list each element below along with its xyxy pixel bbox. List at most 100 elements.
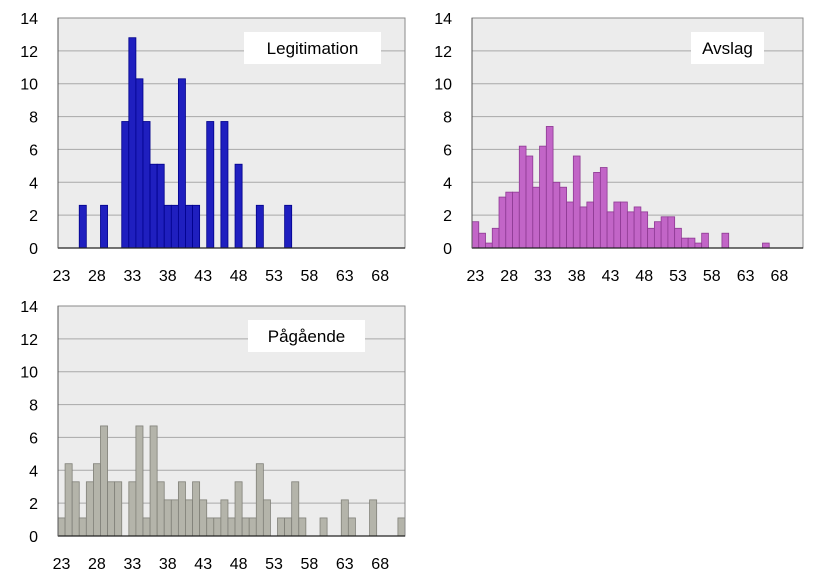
y-tick-label: 12 (434, 44, 452, 61)
histogram-bar (505, 191, 513, 249)
histogram-bar (163, 204, 172, 249)
x-tick-label: 58 (703, 268, 721, 285)
histogram-bar (142, 121, 151, 249)
histogram-bar (701, 232, 709, 249)
histogram-bar (100, 425, 108, 537)
histogram-bar (626, 211, 635, 249)
legend-box (691, 32, 764, 64)
histogram-bar (647, 227, 655, 249)
x-tick-label: 58 (301, 556, 319, 573)
histogram-bar (593, 172, 601, 249)
histogram-bar (149, 425, 158, 537)
x-tick-label: 43 (602, 268, 620, 285)
histogram-bar (552, 181, 561, 249)
y-tick-label: 10 (434, 77, 452, 94)
y-tick-label: 4 (443, 175, 452, 192)
y-tick-label: 6 (29, 142, 38, 159)
histogram-bar (177, 78, 186, 249)
y-tick-label: 8 (29, 110, 38, 127)
histogram-bar (248, 517, 257, 537)
y-tick-label: 4 (29, 175, 38, 192)
histogram-bar (606, 211, 615, 249)
y-tick-label: 10 (20, 77, 38, 94)
histogram-bar (721, 232, 730, 249)
histogram-bar (369, 499, 378, 537)
histogram-bar (255, 463, 264, 537)
histogram-bar (599, 167, 608, 249)
x-tick-label: 68 (771, 268, 789, 285)
y-tick-label: 0 (29, 241, 38, 258)
histogram-bar (100, 204, 108, 249)
histogram-bar (694, 242, 703, 249)
x-tick-label: 63 (336, 268, 354, 285)
histogram-bar (687, 237, 696, 249)
y-tick-label: 2 (29, 208, 38, 225)
x-tick-label: 38 (568, 268, 586, 285)
histogram-bar (559, 186, 567, 249)
histogram-bar (347, 517, 356, 537)
histogram-bar (185, 499, 193, 537)
histogram-bar (185, 204, 193, 249)
histogram-bar (220, 499, 229, 537)
histogram-bar (674, 227, 682, 249)
histogram-bar (620, 201, 628, 249)
x-tick-label: 53 (265, 268, 283, 285)
histogram-bar (566, 201, 574, 249)
y-tick-label: 12 (20, 332, 38, 349)
legend-label: Legitimation (267, 39, 359, 58)
x-tick-label: 68 (371, 268, 389, 285)
x-tick-label: 43 (194, 556, 212, 573)
histogram-bar (206, 517, 215, 537)
y-tick-label: 12 (20, 44, 38, 61)
histogram-bar (107, 481, 116, 537)
histogram-bar (532, 186, 540, 249)
histogram-bar (156, 481, 165, 537)
legend-box (248, 320, 365, 352)
histogram-bar (633, 206, 642, 249)
x-tick-label: 28 (88, 556, 106, 573)
histogram-bar (298, 517, 307, 537)
histogram-bar (142, 517, 151, 537)
x-tick-label: 58 (301, 268, 319, 285)
y-tick-label: 14 (20, 299, 38, 316)
histogram-bar (471, 221, 480, 249)
histogram-bar (199, 499, 208, 537)
y-tick-label: 8 (443, 110, 452, 127)
histogram-bar (762, 242, 770, 249)
histogram-bar (78, 204, 87, 249)
histogram-bar (284, 204, 293, 249)
histogram-bar (135, 425, 144, 537)
histogram-bar (64, 463, 73, 537)
histogram-bar (192, 481, 201, 537)
histogram-bar (85, 481, 94, 537)
histogram-bar (545, 126, 554, 249)
histogram-bar (498, 196, 507, 249)
histogram-bar (114, 481, 123, 537)
x-tick-label: 38 (159, 556, 177, 573)
y-tick-label: 6 (443, 142, 452, 159)
histogram-bar (149, 163, 158, 249)
y-tick-label: 2 (443, 208, 452, 225)
x-tick-label: 33 (124, 556, 142, 573)
histogram-bar (234, 163, 243, 249)
legend-label: Avslag (702, 39, 753, 58)
histogram-bar (93, 463, 101, 537)
histogram-bar (586, 201, 595, 249)
x-tick-label: 53 (669, 268, 687, 285)
histogram-bar (170, 499, 179, 537)
histogram-bar (234, 481, 243, 537)
y-tick-label: 0 (29, 529, 38, 546)
y-tick-label: 0 (443, 241, 452, 258)
x-tick-label: 23 (53, 556, 71, 573)
histogram-bar (640, 211, 649, 249)
histogram-bar (170, 204, 179, 249)
histogram-bar (163, 499, 172, 537)
histogram-bar (478, 232, 486, 249)
x-tick-label: 48 (635, 268, 653, 285)
histogram-bar (653, 221, 662, 249)
histogram-bar (613, 201, 622, 249)
histogram-bar (572, 155, 581, 249)
histogram-bar (518, 145, 527, 249)
